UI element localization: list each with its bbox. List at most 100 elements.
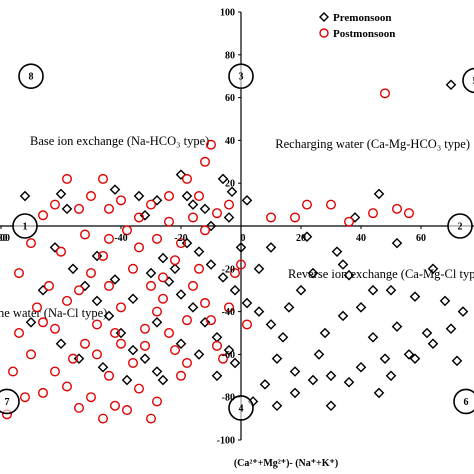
premonsoon-point (337, 259, 349, 270)
postmonsoon-point (139, 340, 150, 351)
postmonsoon-point (62, 295, 73, 306)
postmonsoon-point (115, 338, 126, 349)
premonsoon-point (355, 302, 367, 313)
premonsoon-point (127, 344, 139, 356)
premonsoon-point (337, 310, 349, 322)
postmonsoon-point (169, 255, 180, 266)
premonsoon-point (79, 280, 91, 292)
premonsoon-point (217, 173, 229, 185)
y-tick-label: -40 (222, 307, 235, 318)
premonsoon-point (325, 370, 337, 382)
postmonsoon-point (344, 216, 355, 227)
postmonsoon-point (151, 233, 162, 244)
premonsoon-point (409, 353, 421, 364)
postmonsoon-point (26, 349, 37, 360)
postmonsoon-point (121, 405, 132, 416)
premonsoon-point (229, 357, 241, 369)
premonsoon-point (343, 376, 355, 388)
postmonsoon-point (175, 370, 186, 381)
postmonsoon-point (50, 199, 61, 210)
postmonsoon-point (115, 195, 126, 206)
postmonsoon-point (199, 225, 210, 236)
region-label: Base ion exchange (Na-HCO₃ type) (30, 134, 209, 148)
premonsoon-point (55, 338, 67, 349)
legend-label: Postmonsoon (333, 28, 395, 40)
x-tick-label: 20 (296, 233, 306, 244)
zone-label: 7 (5, 397, 10, 408)
postmonsoon-point (223, 302, 234, 313)
postmonsoon-point (73, 402, 84, 413)
premonsoon-point (157, 374, 169, 386)
premonsoon-point (427, 338, 439, 349)
postmonsoon-point (133, 383, 144, 394)
postmonsoon-point (103, 203, 114, 214)
premonsoon-point (67, 263, 79, 275)
postmonsoon-point (32, 302, 43, 313)
postmonsoon-point (73, 285, 84, 296)
postmonsoon-point (157, 293, 168, 304)
postmonsoon-point (103, 233, 114, 244)
premonsoon-point (193, 349, 205, 360)
postmonsoon-point (193, 191, 204, 202)
zone-circle (453, 388, 474, 415)
legend-premonsoon-marker (319, 12, 329, 22)
premonsoon-point (175, 338, 187, 349)
premonsoon-point (271, 400, 283, 412)
premonsoon-point (325, 400, 337, 412)
postmonsoon-point (266, 212, 277, 223)
postmonsoon-point (163, 191, 174, 202)
zone-circle (228, 63, 254, 89)
region-label: ne water (Na-Cl type) (0, 306, 107, 320)
premonsoon-point (91, 295, 103, 307)
x-tick-label: -80 (0, 233, 8, 244)
premonsoon-point (241, 195, 253, 206)
premonsoon-point (313, 349, 325, 360)
premonsoon-point (145, 267, 157, 279)
premonsoon-point (61, 203, 73, 215)
zone-circle (12, 213, 38, 239)
postmonsoon-point (103, 280, 114, 291)
postmonsoon-point (109, 328, 120, 339)
postmonsoon-point (97, 413, 108, 424)
postmonsoon-point (79, 338, 90, 349)
premonsoon-point (175, 289, 187, 300)
premonsoon-point (55, 188, 67, 200)
postmonsoon-point (97, 250, 108, 261)
premonsoon-point (445, 79, 457, 91)
postmonsoon-point (127, 357, 138, 368)
premonsoon-point (367, 284, 379, 296)
postmonsoon-point (145, 280, 156, 291)
zone-circle (0, 388, 20, 415)
premonsoon-point (25, 317, 37, 328)
premonsoon-point (457, 306, 469, 317)
postmonsoon-point (79, 229, 90, 240)
postmonsoon-point (205, 315, 216, 326)
premonsoon-point (181, 237, 193, 249)
legend-label: Premonsoon (333, 12, 391, 24)
premonsoon-point (235, 242, 247, 253)
premonsoon-point (223, 344, 235, 356)
premonsoon-point (253, 263, 265, 275)
postmonsoon-point (62, 173, 73, 184)
postmonsoon-point (181, 357, 192, 368)
y-tick-label: -20 (222, 264, 235, 275)
y-tick-label: -60 (222, 350, 235, 361)
premonsoon-point (103, 310, 115, 322)
premonsoon-point (271, 353, 283, 364)
premonsoon-point (49, 242, 61, 253)
zone-label: 8 (29, 72, 34, 83)
region-label: Reverse ion exchange (Ca-Mg-Cl type) (288, 267, 474, 281)
postmonsoon-point (181, 173, 192, 184)
premonsoon-point (283, 302, 295, 313)
x-tick-label: 40 (356, 233, 366, 244)
postmonsoon-point (290, 212, 301, 223)
x-tick-label: -40 (114, 233, 127, 244)
postmonsoon-point (133, 242, 144, 253)
premonsoon-point (217, 272, 229, 283)
postmonsoon-point (235, 259, 246, 270)
postmonsoon-point (85, 392, 96, 403)
premonsoon-point (307, 267, 319, 279)
premonsoon-point (391, 237, 403, 249)
premonsoon-point (445, 323, 457, 335)
premonsoon-point (421, 327, 433, 339)
